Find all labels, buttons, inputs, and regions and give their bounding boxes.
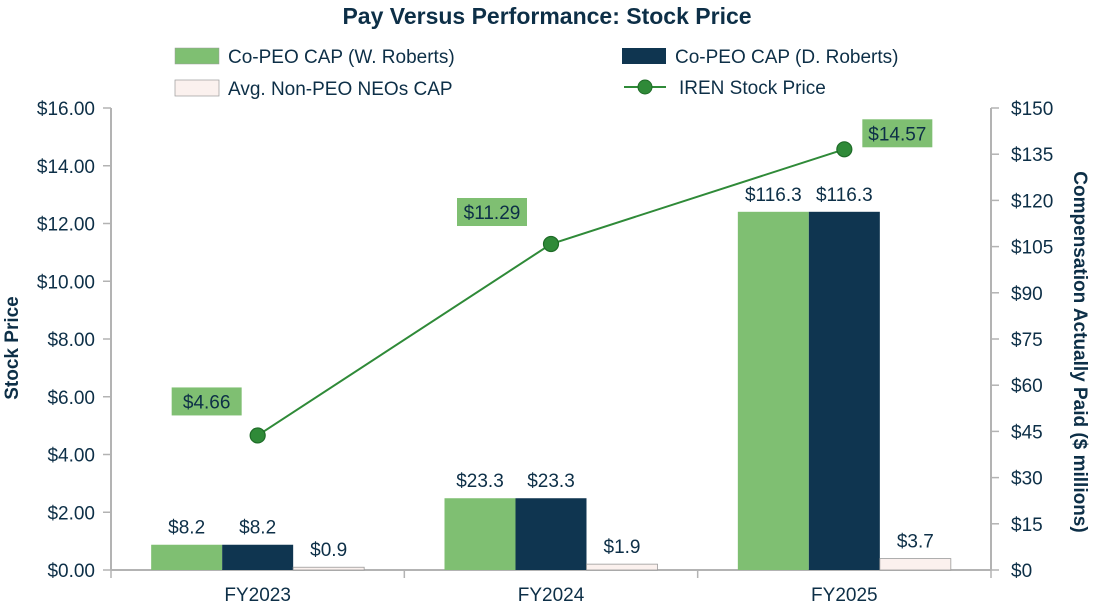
bar [808, 211, 880, 570]
stock-price-data-label: $4.66 [183, 392, 231, 413]
bar-data-label: $23.3 [527, 471, 575, 492]
bar [879, 558, 952, 571]
axes: $0.00 $2.00 $4.00 $6.00 $8.00 $10.00 $12.00 $14… [37, 99, 1053, 606]
bar [292, 566, 365, 571]
bar-data-label: $116.3 [816, 185, 873, 206]
right-tick-label: $75 [1011, 330, 1043, 351]
stock-price-data-label: $14.57 [868, 124, 926, 145]
legend-marker-stock-price [637, 79, 653, 95]
right-axis-title: Compensation Actually Paid ($ millions) [1069, 171, 1090, 532]
bar-data-label: $116.3 [745, 185, 802, 206]
left-tick-label: $14.00 [37, 157, 95, 178]
right-tick-label: $15 [1011, 515, 1043, 536]
bar-data-label: $0.9 [310, 540, 347, 561]
left-tick-label: $2.00 [47, 503, 95, 524]
legend-swatch-d-roberts [622, 48, 666, 64]
right-tick-label: $90 [1011, 284, 1043, 305]
right-tick-label: $0 [1011, 561, 1032, 582]
bar-data-label: $1.9 [604, 537, 641, 558]
legend-label-stock-price: IREN Stock Price [679, 78, 826, 99]
left-axis-title: Stock Price [2, 296, 23, 400]
bar [222, 544, 294, 570]
bars: $8.2 $8.2 $0.9 $23.3 $23.3 $1.9 $116.3 $116.3 $3… [151, 185, 952, 571]
stock-price-data-label: $11.29 [464, 203, 521, 224]
legend-label-non-peo: Avg. Non-PEO NEOs CAP [228, 79, 453, 100]
left-tick-label: $12.00 [37, 215, 95, 236]
bar [586, 563, 658, 571]
bar-data-label: $23.3 [456, 471, 504, 492]
stock-price-line: $4.66 $11.29 $14.57 [171, 119, 933, 444]
right-tick-label: $105 [1011, 238, 1053, 259]
right-tick-label: $135 [1011, 145, 1053, 166]
right-tick-label: $45 [1011, 422, 1043, 443]
stock-price-point [836, 141, 853, 158]
bar-data-label: $8.2 [168, 518, 205, 539]
stock-price-point [542, 235, 560, 253]
legend-swatch-non-peo [174, 79, 220, 97]
right-tick-label: $150 [1011, 99, 1053, 120]
left-tick-label: $0.00 [47, 561, 95, 582]
right-tick-label: $120 [1011, 191, 1053, 212]
chart-title: Pay Versus Performance: Stock Price [342, 3, 751, 29]
x-tick-label: FY2025 [811, 585, 878, 606]
x-tick-label: FY2023 [224, 585, 291, 606]
stock-price-point [249, 427, 266, 444]
legend: Co-PEO CAP (W. Roberts) Co-PEO CAP (D. R… [174, 47, 898, 100]
left-tick-label: $4.00 [47, 446, 95, 467]
bar [444, 498, 516, 570]
legend-label-d-roberts: Co-PEO CAP (D. Roberts) [675, 47, 898, 68]
bar-data-label: $3.7 [897, 532, 934, 553]
left-tick-label: $8.00 [47, 330, 95, 351]
legend-label-w-roberts: Co-PEO CAP (W. Roberts) [228, 47, 455, 68]
bar-data-label: $8.2 [239, 518, 276, 539]
stock-price-label-box [457, 198, 527, 227]
bar [737, 211, 809, 570]
stock-price-label-box [862, 119, 933, 148]
x-tick-label: FY2024 [518, 585, 585, 606]
left-tick-label: $6.00 [47, 388, 95, 409]
left-tick-label: $10.00 [37, 272, 95, 293]
right-tick-label: $30 [1011, 469, 1043, 490]
stock-price-label-box [171, 387, 242, 416]
bar [151, 544, 223, 570]
legend-swatch-w-roberts [174, 47, 220, 65]
right-tick-label: $60 [1011, 376, 1043, 397]
bar [515, 498, 587, 570]
left-tick-label: $16.00 [37, 99, 95, 120]
